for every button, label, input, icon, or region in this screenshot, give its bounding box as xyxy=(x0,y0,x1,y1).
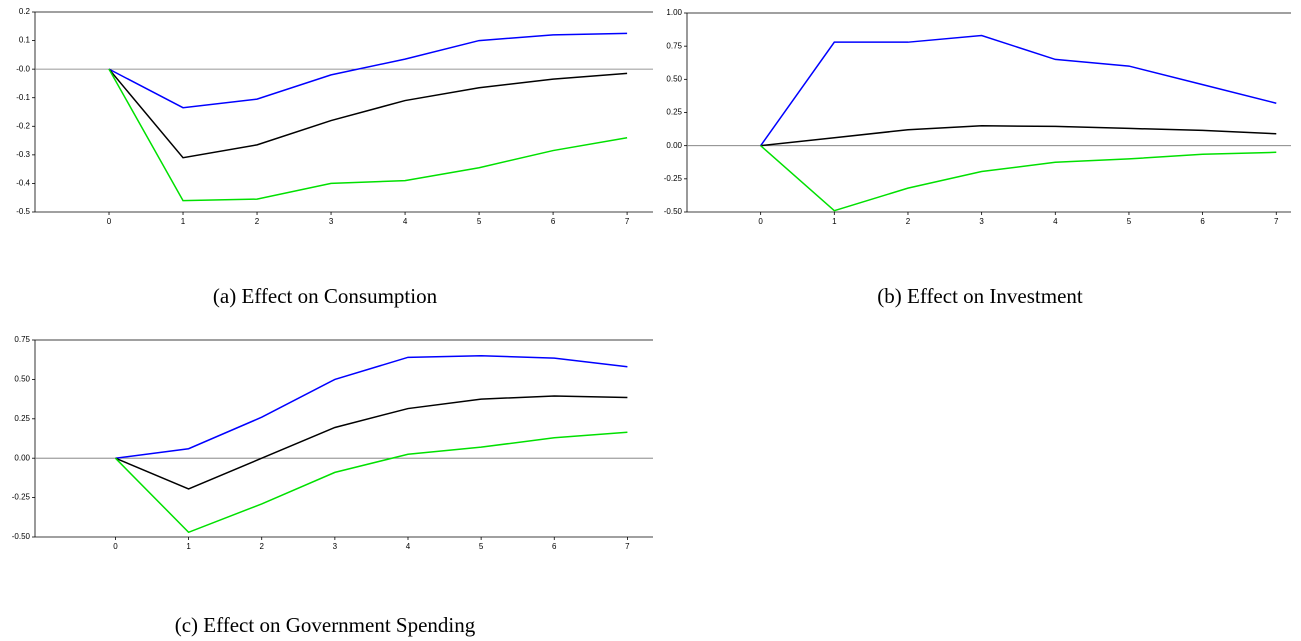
series-line xyxy=(108,68,628,202)
x-tick-label: 5 xyxy=(479,542,484,551)
y-tick-label: -0.50 xyxy=(664,207,683,216)
x-tick-label: 1 xyxy=(186,542,191,551)
x-tick-label: 4 xyxy=(403,217,408,226)
y-tick-label: -0.5 xyxy=(16,207,30,216)
x-tick-label: 0 xyxy=(758,217,763,226)
y-tick-label: 0.00 xyxy=(14,453,30,462)
y-tick-label: 0.25 xyxy=(14,414,30,423)
x-tick-label: 5 xyxy=(1127,217,1132,226)
x-tick-label: 0 xyxy=(113,542,118,551)
x-tick-label: 3 xyxy=(329,217,334,226)
x-tick-label: 3 xyxy=(333,542,338,551)
y-tick-label: -0.3 xyxy=(16,150,30,159)
caption: (c) Effect on Government Spending xyxy=(175,613,476,637)
series-line xyxy=(108,32,628,109)
x-tick-label: 1 xyxy=(832,217,837,226)
caption: (a) Effect on Consumption xyxy=(213,284,438,308)
series-line xyxy=(760,125,1277,147)
x-tick-label: 6 xyxy=(552,542,557,551)
y-tick-label: 0.50 xyxy=(666,74,682,83)
y-tick-label: -0.25 xyxy=(664,174,683,183)
x-tick-label: 4 xyxy=(1053,217,1058,226)
x-tick-label: 2 xyxy=(255,217,260,226)
x-tick-label: 5 xyxy=(477,217,482,226)
x-tick-label: 7 xyxy=(625,542,630,551)
series-line xyxy=(115,395,628,490)
x-tick-label: 2 xyxy=(906,217,911,226)
y-tick-label: 0.1 xyxy=(19,36,31,45)
x-tick-label: 2 xyxy=(259,542,264,551)
series-line xyxy=(760,145,1277,212)
x-tick-label: 0 xyxy=(107,217,112,226)
series-line xyxy=(760,34,1277,147)
x-tick-label: 1 xyxy=(181,217,186,226)
y-tick-label: -0.25 xyxy=(12,493,31,502)
x-tick-label: 4 xyxy=(406,542,411,551)
x-tick-label: 7 xyxy=(1274,217,1279,226)
y-tick-label: 0.25 xyxy=(666,108,682,117)
y-tick-label: 1.00 xyxy=(666,8,682,17)
x-tick-label: 6 xyxy=(551,217,556,226)
y-tick-label: 0.50 xyxy=(14,375,30,384)
y-tick-label: 0.75 xyxy=(14,335,30,344)
x-tick-label: 7 xyxy=(625,217,630,226)
y-tick-label: -0.2 xyxy=(16,121,30,130)
y-tick-label: 0.75 xyxy=(666,41,682,50)
series-line xyxy=(115,355,628,459)
series-line xyxy=(114,431,628,534)
y-tick-label: -0.50 xyxy=(12,532,31,541)
x-tick-label: 3 xyxy=(979,217,984,226)
series-line xyxy=(108,68,628,159)
y-tick-label: 0.00 xyxy=(666,141,682,150)
y-tick-label: -0.0 xyxy=(16,64,30,73)
caption: (b) Effect on Investment xyxy=(877,284,1083,308)
y-tick-label: -0.4 xyxy=(16,179,30,188)
y-tick-label: 0.2 xyxy=(19,7,31,16)
x-tick-label: 6 xyxy=(1200,217,1205,226)
y-tick-label: -0.1 xyxy=(16,93,30,102)
